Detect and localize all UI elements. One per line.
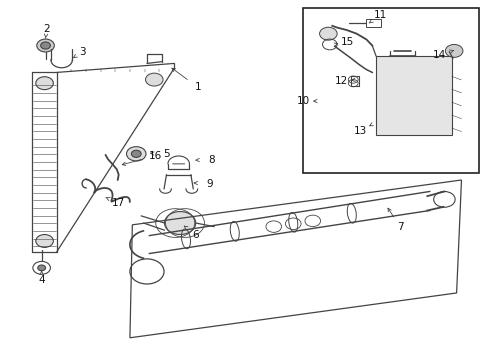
Circle shape (37, 39, 54, 52)
Circle shape (164, 212, 195, 234)
Text: 1: 1 (194, 82, 201, 93)
Text: 8: 8 (207, 154, 214, 165)
Bar (303, 8, 478, 173)
Text: 17: 17 (112, 198, 125, 208)
Text: 2: 2 (43, 24, 50, 35)
Text: 12: 12 (334, 76, 347, 86)
Circle shape (41, 42, 50, 49)
Circle shape (36, 77, 53, 90)
Text: 7: 7 (396, 222, 403, 232)
Text: 10: 10 (296, 96, 309, 106)
Circle shape (126, 147, 146, 161)
Circle shape (145, 73, 163, 86)
Text: 6: 6 (192, 230, 199, 239)
Text: 11: 11 (373, 10, 386, 20)
Circle shape (131, 150, 141, 157)
Text: 14: 14 (432, 50, 445, 60)
Circle shape (36, 234, 53, 247)
Text: 9: 9 (205, 179, 212, 189)
Text: 5: 5 (163, 149, 169, 159)
Circle shape (319, 27, 336, 40)
Bar (366, 19, 380, 27)
Text: 4: 4 (38, 275, 45, 285)
Circle shape (445, 44, 462, 57)
Text: 16: 16 (149, 150, 162, 161)
Text: 15: 15 (341, 37, 354, 47)
Circle shape (38, 265, 45, 271)
Bar (375, 56, 451, 135)
Text: 3: 3 (79, 46, 86, 57)
Text: 13: 13 (353, 126, 366, 135)
